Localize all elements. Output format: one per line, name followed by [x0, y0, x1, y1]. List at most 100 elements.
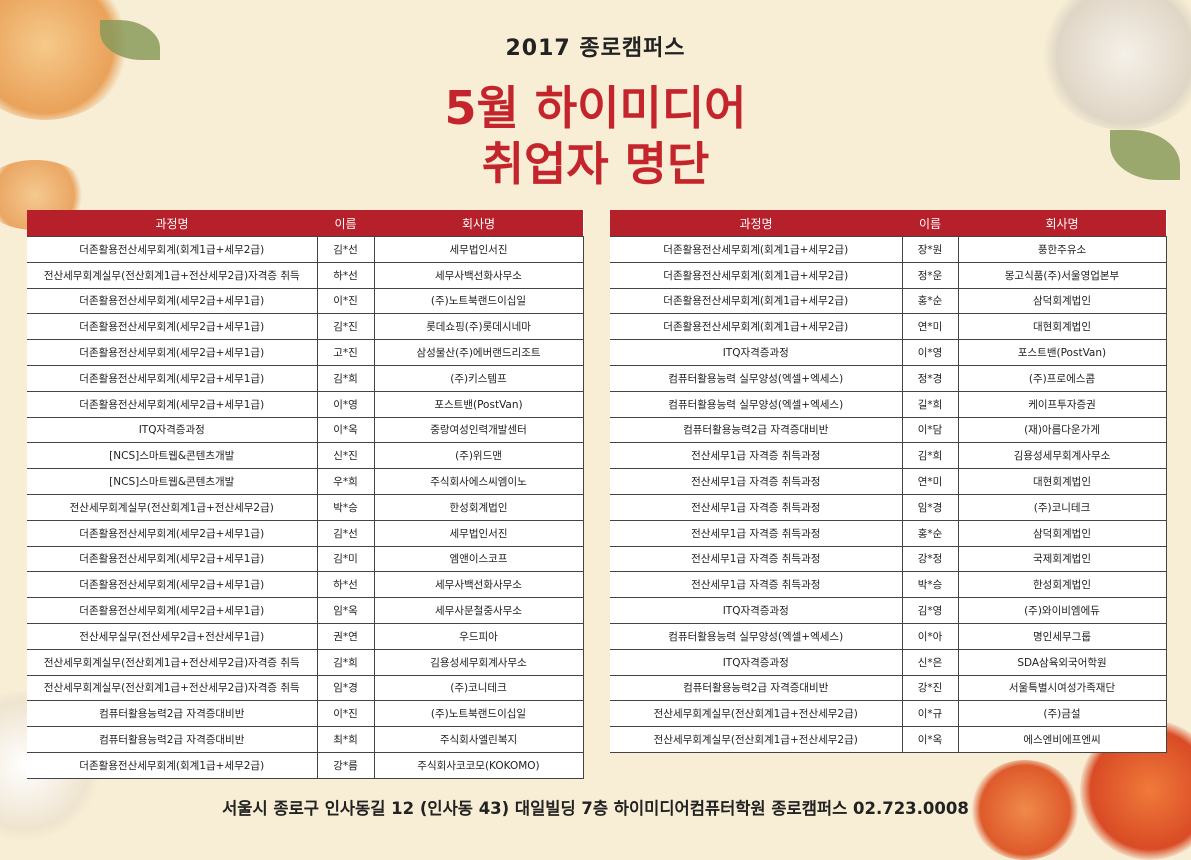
name-cell: 김*영: [901, 597, 959, 624]
table-row: 더존활용전산세무회계(세무2급+세무1급) 고*진 삼성물산(주)에버랜드리조트: [27, 339, 584, 366]
company-cell: 한성회계법인: [957, 571, 1167, 599]
table-row: [NCS]스마트웹&콘텐츠개발 신*진 (주)위드맨: [27, 442, 584, 470]
subtitle: 2017 종로캠퍼스: [505, 36, 686, 61]
company-cell: 김용성세무회계사무소: [957, 442, 1167, 470]
course-cell: 전산세무1급 자격증 취득과정: [610, 571, 903, 599]
table-row: 컴퓨터활용능력 실무양성(엑셀+엑세스) 길*희 케이프투자증권: [610, 390, 1167, 418]
company-cell: (주)노트북랜드이십일: [373, 287, 584, 315]
table-row: 더존활용전산세무회계(세무2급+세무1급) 김*희 (주)키스템프: [27, 364, 584, 392]
company-cell: 중랑여성인력개발센터: [373, 416, 584, 444]
company-cell: 삼덕회계법인: [957, 519, 1167, 547]
table-row: 더존활용전산세무회계(회계1급+세무2급) 장*원 풍한주유소: [610, 236, 1167, 263]
course-cell: 전산세무실무(전산세무2급+전산세무1급): [27, 622, 318, 650]
table-row: 더존활용전산세무회계(회계1급+세무2급) 정*운 몽고식품(주)서울영업본부: [610, 261, 1167, 289]
company-cell: 김용성세무회계사무소: [373, 648, 584, 676]
course-cell: 전산세무회계실무(전산회계1급+전산세무2급): [610, 700, 903, 728]
table-row: 전산세무1급 자격증 취득과정 연*미 대현회계법인: [610, 468, 1167, 495]
column-header-company: 회사명: [958, 210, 1166, 237]
table-row: 더존활용전산세무회계(세무2급+세무1급) 김*선 세무법인서진: [27, 519, 584, 547]
course-cell: 컴퓨터활용능력2급 자격증대비반: [27, 700, 318, 728]
company-cell: 주식회사엘린복지: [373, 726, 584, 753]
company-cell: (주)노트북랜드이십일: [373, 700, 584, 728]
name-cell: 홍*순: [901, 287, 959, 315]
table-row: [NCS]스마트웹&콘텐츠개발 우*희 주식회사에스씨엠이노: [27, 468, 584, 495]
table-row: 전산세무1급 자격증 취득과정 임*경 (주)코니테크: [610, 493, 1167, 521]
course-cell: 더존활용전산세무회계(회계1급+세무2급): [610, 313, 903, 341]
name-cell: 하*선: [316, 571, 375, 599]
employment-table-right: 과정명 이름 회사명 더존활용전산세무회계(회계1급+세무2급) 장*원 풍한주유소…: [610, 210, 1167, 753]
table-row: 더존활용전산세무회계(세무2급+세무1급) 임*옥 세무사문철중사무소: [27, 597, 584, 624]
company-cell: 몽고식품(주)서울영업본부: [957, 261, 1167, 289]
name-cell: 강*름: [316, 751, 375, 779]
table-row: 더존활용전산세무회계(회계1급+세무2급) 강*름 주식회사코코모(KOKOMO): [27, 751, 584, 779]
page-title-line1: 5월 하이미디어: [444, 81, 747, 135]
course-cell: 더존활용전산세무회계(세무2급+세무1급): [27, 364, 318, 392]
course-cell: 더존활용전산세무회계(세무2급+세무1급): [27, 390, 318, 418]
company-cell: 주식회사에스씨엠이노: [373, 468, 584, 495]
company-cell: 삼덕회계법인: [957, 287, 1167, 315]
company-cell: 대현회계법인: [957, 313, 1167, 341]
column-header-name: 이름: [317, 210, 374, 237]
company-cell: 엠앤이스코프: [373, 545, 584, 573]
course-cell: 더존활용전산세무회계(세무2급+세무1급): [27, 597, 318, 624]
course-cell: 전산세무1급 자격증 취득과정: [610, 493, 903, 521]
name-cell: 강*정: [901, 545, 959, 573]
table-row: 전산세무실무(전산세무2급+전산세무1급) 권*연 우드피아: [27, 622, 584, 650]
company-cell: 에스엔비에프엔씨: [957, 726, 1167, 753]
name-cell: 김*희: [316, 648, 375, 676]
name-cell: 김*미: [316, 545, 375, 573]
name-cell: 이*규: [901, 700, 959, 728]
table-row: 더존활용전산세무회계(세무2급+세무1급) 이*영 포스트밴(PostVan): [27, 390, 584, 418]
name-cell: 이*담: [901, 416, 959, 444]
column-header-company: 회사명: [374, 210, 583, 237]
name-cell: 임*경: [901, 493, 959, 521]
table-row: 더존활용전산세무회계(세무2급+세무1급) 김*진 롯데쇼핑(주)롯데시네마: [27, 313, 584, 341]
table-row: 전산세무회계실무(전산회계1급+전산세무2급) 이*옥 에스엔비에프엔씨: [610, 726, 1167, 753]
company-cell: (주)금설: [957, 700, 1167, 728]
company-cell: 세무사백선화사무소: [373, 261, 584, 289]
course-cell: ITQ자격증과정: [27, 416, 318, 444]
company-cell: 풍한주유소: [957, 236, 1167, 263]
company-cell: 대현회계법인: [957, 468, 1167, 495]
course-cell: 전산세무회계실무(전산회계1급+전산세무2급): [27, 493, 318, 521]
course-cell: 전산세무1급 자격증 취득과정: [610, 545, 903, 573]
company-cell: 우드피아: [373, 622, 584, 650]
course-cell: 더존활용전산세무회계(세무2급+세무1급): [27, 287, 318, 315]
table-row: 더존활용전산세무회계(세무2급+세무1급) 이*진 (주)노트북랜드이십일: [27, 287, 584, 315]
table-row: 컴퓨터활용능력2급 자격증대비반 최*희 주식회사엘린복지: [27, 726, 584, 753]
table-row: 더존활용전산세무회계(회계1급+세무2급) 연*미 대현회계법인: [610, 313, 1167, 341]
company-cell: 포스트밴(PostVan): [373, 390, 584, 418]
course-cell: 컴퓨터활용능력2급 자격증대비반: [610, 416, 903, 444]
company-cell: 세무법인서진: [373, 519, 584, 547]
name-cell: 정*경: [901, 364, 959, 392]
table-row: 전산세무1급 자격증 취득과정 강*정 국제회계법인: [610, 545, 1167, 573]
table-row: 전산세무회계실무(전산회계1급+전산세무2급) 박*승 한성회계법인: [27, 493, 584, 521]
table-row: 컴퓨터활용능력2급 자격증대비반 강*진 서울특별시여성가족재단: [610, 674, 1167, 702]
course-cell: ITQ자격증과정: [610, 339, 903, 366]
course-cell: 컴퓨터활용능력2급 자격증대비반: [27, 726, 318, 753]
name-cell: 권*연: [316, 622, 375, 650]
company-cell: (주)프로에스콤: [957, 364, 1167, 392]
company-cell: 서울특별시여성가족재단: [957, 674, 1167, 702]
course-cell: 컴퓨터활용능력 실무양성(엑셀+엑세스): [610, 622, 903, 650]
name-cell: 신*진: [316, 442, 375, 470]
course-cell: 더존활용전산세무회계(회계1급+세무2급): [610, 287, 903, 315]
table-row: 컴퓨터활용능력 실무양성(엑셀+엑세스) 정*경 (주)프로에스콤: [610, 364, 1167, 392]
name-cell: 이*옥: [901, 726, 959, 753]
name-cell: 이*진: [316, 287, 375, 315]
course-cell: 전산세무1급 자격증 취득과정: [610, 468, 903, 495]
name-cell: 연*미: [901, 468, 959, 495]
course-cell: 더존활용전산세무회계(회계1급+세무2급): [610, 236, 903, 263]
course-cell: 컴퓨터활용능력 실무양성(엑셀+엑세스): [610, 364, 903, 392]
company-cell: 세무사문철중사무소: [373, 597, 584, 624]
table-row: 전산세무회계실무(전산회계1급+전산세무2급)자격증 취득 김*희 김용성세무회계사…: [27, 648, 584, 676]
company-cell: (재)아름다운가게: [957, 416, 1167, 444]
company-cell: 케이프투자증권: [957, 390, 1167, 418]
name-cell: 이*진: [316, 700, 375, 728]
name-cell: 이*아: [901, 622, 959, 650]
name-cell: 박*승: [316, 493, 375, 521]
course-cell: 더존활용전산세무회계(회계1급+세무2급): [27, 751, 318, 779]
name-cell: 이*영: [316, 390, 375, 418]
name-cell: 신*은: [901, 648, 959, 676]
name-cell: 고*진: [316, 339, 375, 366]
